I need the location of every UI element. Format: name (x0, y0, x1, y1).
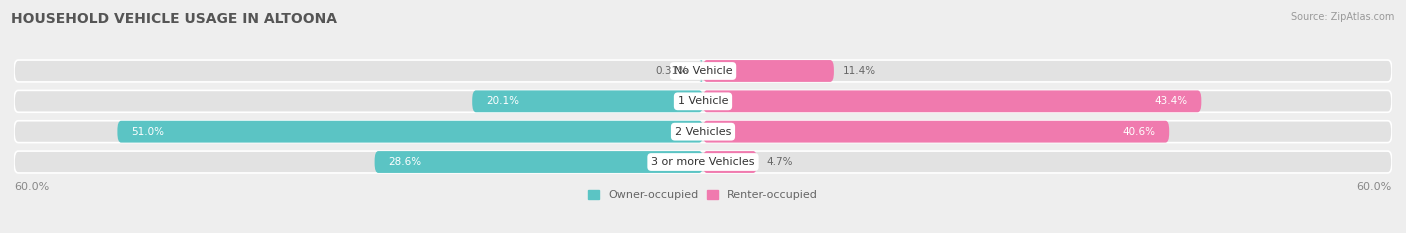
Text: 43.4%: 43.4% (1154, 96, 1188, 106)
Text: HOUSEHOLD VEHICLE USAGE IN ALTOONA: HOUSEHOLD VEHICLE USAGE IN ALTOONA (11, 12, 337, 26)
Text: Source: ZipAtlas.com: Source: ZipAtlas.com (1291, 12, 1395, 22)
FancyBboxPatch shape (472, 90, 703, 112)
Text: 20.1%: 20.1% (486, 96, 519, 106)
Text: 28.6%: 28.6% (388, 157, 422, 167)
Text: 51.0%: 51.0% (131, 127, 165, 137)
FancyBboxPatch shape (14, 60, 1392, 82)
Text: 2 Vehicles: 2 Vehicles (675, 127, 731, 137)
Text: 60.0%: 60.0% (1357, 182, 1392, 192)
FancyBboxPatch shape (14, 151, 1392, 173)
FancyBboxPatch shape (14, 90, 1392, 112)
FancyBboxPatch shape (699, 60, 703, 82)
Text: No Vehicle: No Vehicle (673, 66, 733, 76)
FancyBboxPatch shape (703, 90, 1201, 112)
Text: 3 or more Vehicles: 3 or more Vehicles (651, 157, 755, 167)
FancyBboxPatch shape (703, 121, 1170, 143)
FancyBboxPatch shape (703, 60, 834, 82)
Text: 1 Vehicle: 1 Vehicle (678, 96, 728, 106)
Text: 40.6%: 40.6% (1122, 127, 1156, 137)
Text: 60.0%: 60.0% (14, 182, 49, 192)
FancyBboxPatch shape (374, 151, 703, 173)
FancyBboxPatch shape (703, 151, 756, 173)
Text: 11.4%: 11.4% (844, 66, 876, 76)
Legend: Owner-occupied, Renter-occupied: Owner-occupied, Renter-occupied (583, 185, 823, 205)
FancyBboxPatch shape (117, 121, 703, 143)
FancyBboxPatch shape (14, 121, 1392, 143)
Text: 4.7%: 4.7% (766, 157, 793, 167)
Text: 0.31%: 0.31% (655, 66, 688, 76)
